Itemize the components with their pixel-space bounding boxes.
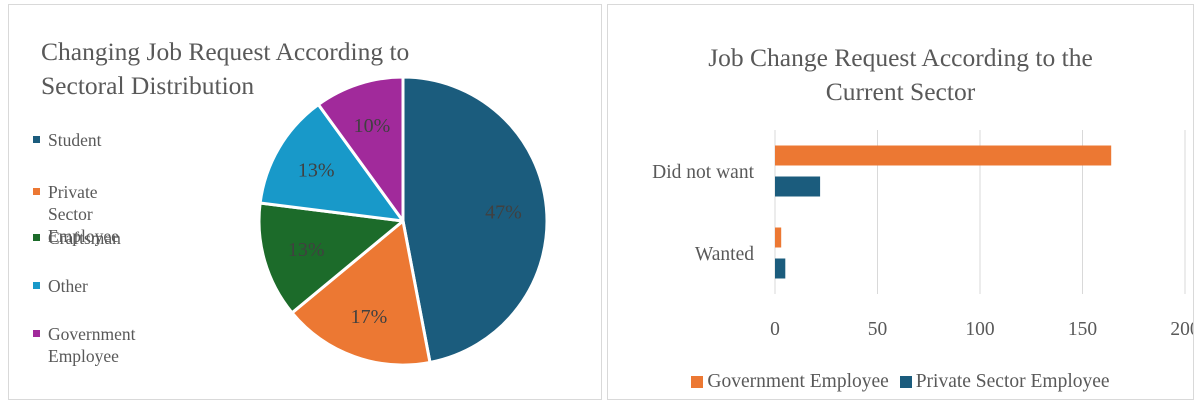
pie-slice-student — [401, 75, 549, 364]
bar-legend-item-private-sector-employee: Private Sector Employee — [899, 371, 1110, 393]
pie-chart-panel: Changing Job Request According to Sector… — [8, 4, 602, 400]
bar-legend-label: Private Sector Employee — [915, 371, 1110, 392]
pie-legend-swatch — [33, 136, 40, 143]
bar-x-tick-label: 0 — [770, 319, 780, 340]
pie-legend-label: Student — [48, 130, 102, 150]
pie-data-label-craftsman: 13% — [288, 239, 325, 261]
pie-chart-title-line-2: Sectoral Distribution — [41, 71, 255, 100]
pie-slice-government-employee — [316, 75, 405, 223]
pie-legend-item-private-sector-employee: Private Sector Employee — [33, 181, 119, 247]
bar-private-sector-employee-wanted — [775, 258, 786, 279]
pie-legend-label: Craftsman — [48, 228, 121, 248]
bar-government-employee-wanted — [775, 227, 782, 248]
bar-x-tick-label: 50 — [868, 319, 888, 340]
bar-chart-title: Job Change Request According to the Curr… — [608, 41, 1193, 109]
bar-legend-swatch — [691, 376, 704, 388]
pie-data-label-student: 47% — [485, 202, 522, 224]
bar-legend-item-government-employee: Government Employee — [691, 371, 889, 393]
pie-legend-label: Government Employee — [48, 324, 136, 366]
bar-x-tick-label: 200 — [1170, 319, 1193, 340]
bar-private-sector-employee-did-not-want — [775, 176, 821, 197]
pie-legend-item-other: Other — [33, 275, 88, 297]
pie-data-label-private-sector-employee: 17% — [351, 306, 388, 328]
bar-chart: 0 50 100 150 200 Did not want Wanted — [652, 130, 1193, 340]
bar-category-label-wanted: Wanted — [695, 244, 754, 265]
pie-legend-item-craftsman: Craftsman — [33, 227, 121, 249]
pie-data-label-other: 13% — [298, 160, 335, 182]
pie-legend-swatch — [33, 188, 40, 195]
bar-government-employee-did-not-want — [775, 145, 1112, 166]
pie-legend-swatch — [33, 234, 40, 241]
pie-legend-item-government-employee: Government Employee — [33, 323, 135, 367]
pie-legend-swatch — [33, 282, 40, 289]
pie-legend-swatch — [33, 330, 40, 337]
bar-legend-label: Government Employee — [707, 371, 889, 392]
bar-category-label-did-not-want: Did not want — [652, 162, 754, 183]
pie-chart-title: Changing Job Request According to Sector… — [41, 35, 409, 103]
bar-legend: Government Employee Private Sector Emplo… — [608, 371, 1193, 393]
bar-x-tick-label: 100 — [965, 319, 994, 340]
bar-chart-title-line-2: Current Sector — [825, 77, 976, 106]
pie-slice-private-sector-employee — [290, 219, 432, 367]
pie-slice-craftsman — [257, 201, 405, 315]
bar-legend-swatch — [899, 376, 912, 388]
bar-chart-panel: Job Change Request According to the Curr… — [607, 4, 1194, 400]
pie-slice-other — [258, 103, 405, 223]
bar-x-tick-label: 150 — [1068, 319, 1097, 340]
pie-legend-label: Other — [48, 276, 88, 296]
pie-chart: 47% 17% 13% 13% 10% — [257, 75, 549, 367]
pie-legend-label: Private Sector Employee — [48, 182, 119, 246]
pie-chart-title-line-1: Changing Job Request According to — [41, 37, 410, 66]
pie-legend-item-student: Student — [33, 129, 101, 151]
pie-data-label-government-employee: 10% — [354, 115, 391, 137]
bar-chart-title-line-1: Job Change Request According to the — [708, 43, 1093, 72]
